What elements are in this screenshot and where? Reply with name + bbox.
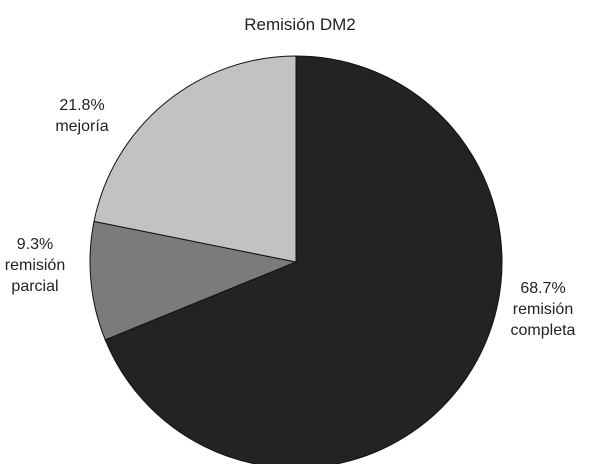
slice-category-label: parcial xyxy=(11,278,58,295)
chart-title: Remisión DM2 xyxy=(244,15,355,34)
slice-label-3: 21.8% mejoría xyxy=(55,97,108,135)
slice-percent-label: 9.3% xyxy=(17,236,53,253)
slice-percent-label: 21.8% xyxy=(59,97,104,114)
slice-label-2: 9.3% remisión parcial xyxy=(5,236,65,295)
pie-slices xyxy=(89,55,503,464)
slice-category-label: completa xyxy=(511,322,576,339)
pie-slice-1 xyxy=(104,55,503,464)
slice-label-1: 68.7% remisión completa xyxy=(511,280,576,339)
slice-category-label: remisión xyxy=(5,257,65,274)
slice-percent-label: 68.7% xyxy=(520,280,565,297)
slice-labels: 68.7% remisión completa 9.3% remisión parcial… xyxy=(5,97,576,339)
pie-slice-3 xyxy=(93,55,297,263)
slice-category-label: mejoría xyxy=(55,118,108,135)
pie-slice-2 xyxy=(89,220,298,341)
slice-category-label: remisión xyxy=(513,301,573,318)
